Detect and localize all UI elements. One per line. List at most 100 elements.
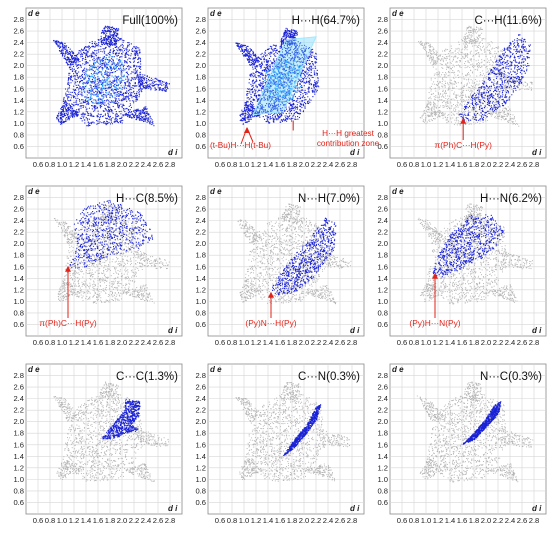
- fingerprint-point: [256, 100, 258, 102]
- fingerprint-point: [137, 78, 139, 80]
- x-tick-label: 1.0: [57, 160, 68, 169]
- fingerprint-point: [69, 66, 71, 68]
- fingerprint-point: [266, 115, 268, 117]
- fingerprint-point: [86, 103, 88, 105]
- fingerprint-point: [108, 84, 111, 86]
- fingerprint-point: [107, 28, 109, 30]
- fingerprint-point: [77, 93, 80, 95]
- fingerprint-point: [112, 52, 114, 55]
- fingerprint-point: [88, 77, 90, 79]
- fingerprint-point: [75, 59, 77, 61]
- fingerprint-point: [298, 112, 300, 115]
- fingerprint-point: [105, 79, 108, 81]
- fingerprint-point: [118, 104, 120, 107]
- fingerprint-point: [65, 118, 67, 120]
- fingerprint-point: [112, 58, 114, 61]
- fingerprint-point: [138, 82, 140, 84]
- fingerprint-point: [309, 54, 311, 56]
- fingerprint-point: [97, 115, 99, 118]
- fingerprint-point: [286, 120, 288, 122]
- fingerprint-point: [77, 64, 80, 66]
- fingerprint-point: [141, 76, 143, 78]
- fingerprint-point: [104, 73, 106, 75]
- fingerprint-point: [306, 82, 308, 84]
- y-tick-label: 2.2: [195, 50, 206, 59]
- fingerprint-point: [127, 59, 129, 61]
- fingerprint-point: [89, 47, 91, 49]
- fingerprint-point: [138, 96, 140, 98]
- fingerprint-point: [124, 52, 126, 55]
- fingerprint-point: [303, 101, 306, 104]
- fingerprint-point: [294, 91, 297, 93]
- fingerprint-point: [130, 93, 132, 95]
- fingerprint-point: [115, 29, 117, 31]
- fingerprint-point: [256, 70, 258, 72]
- y-tick-label: 1.4: [13, 96, 24, 105]
- fingerprint-point: [260, 58, 262, 60]
- fingerprint-point: [73, 95, 75, 98]
- fingerprint-point: [102, 63, 104, 65]
- fingerprint-point: [105, 41, 107, 43]
- fingerprint-point: [308, 89, 310, 91]
- fingerprint-point: [73, 56, 75, 59]
- fingerprint-point: [95, 93, 97, 95]
- fingerprint-point: [91, 101, 93, 103]
- fingerprint-point: [126, 46, 128, 48]
- fingerprint-point: [107, 102, 109, 104]
- fingerprint-point: [265, 59, 267, 61]
- fingerprint-point: [86, 46, 88, 48]
- fingerprint-point: [99, 121, 101, 123]
- fingerprint-point: [310, 55, 312, 57]
- fingerprint-point: [100, 93, 103, 95]
- fingerprint-point: [252, 50, 254, 53]
- fingerprint-point: [130, 116, 132, 118]
- fingerprint-point: [82, 112, 84, 114]
- fingerprint-point: [79, 100, 81, 102]
- fingerprint-point: [104, 107, 106, 109]
- y-tick-label: 1.8: [13, 73, 24, 82]
- fingerprint-point: [86, 125, 88, 127]
- fingerprint-point: [116, 49, 118, 51]
- fingerprint-point: [110, 31, 112, 33]
- fingerprint-point: [133, 95, 135, 98]
- fingerprint-point: [116, 100, 118, 102]
- fingerprint-point: [100, 80, 102, 82]
- fingerprint-point: [122, 119, 124, 121]
- fingerprint-point: [252, 66, 254, 68]
- fingerprint-point: [143, 110, 145, 112]
- fingerprint-point: [75, 61, 77, 64]
- fingerprint-point: [308, 67, 310, 69]
- fingerprint-point: [61, 55, 64, 57]
- fingerprint-point: [65, 60, 68, 62]
- fingerprint-point: [82, 99, 84, 101]
- fingerprint-point: [310, 71, 312, 73]
- fingerprint-point: [81, 113, 83, 115]
- fingerprint-point: [287, 116, 289, 118]
- fingerprint-point: [96, 89, 98, 91]
- y-tick-label: 0.8: [195, 130, 206, 139]
- fingerprint-point: [283, 36, 285, 38]
- fingerprint-point: [128, 80, 130, 82]
- fingerprint-point: [305, 78, 307, 80]
- fingerprint-point: [98, 122, 100, 124]
- fingerprint-point: [79, 117, 81, 119]
- x-tick-label: 2.8: [165, 160, 176, 169]
- fingerprint-point: [244, 107, 246, 109]
- fingerprint-point: [56, 44, 58, 46]
- fingerprint-point: [83, 90, 86, 92]
- fingerprint-point: [97, 122, 99, 124]
- x-tick-label: 1.4: [263, 160, 274, 169]
- fingerprint-point: [249, 109, 251, 111]
- fingerprint-point: [108, 85, 110, 88]
- fingerprint-point: [88, 49, 90, 51]
- fingerprint-point: [261, 74, 263, 76]
- fingerprint-point: [134, 82, 136, 84]
- fingerprint-point: [66, 45, 68, 47]
- fingerprint-point: [126, 66, 128, 68]
- fingerprint-point: [300, 76, 303, 79]
- fingerprint-point: [96, 45, 98, 47]
- fingerprint-point: [129, 104, 132, 106]
- fingerprint-point: [105, 38, 107, 40]
- fingerprint-point: [119, 118, 121, 120]
- fingerprint-point: [103, 38, 105, 40]
